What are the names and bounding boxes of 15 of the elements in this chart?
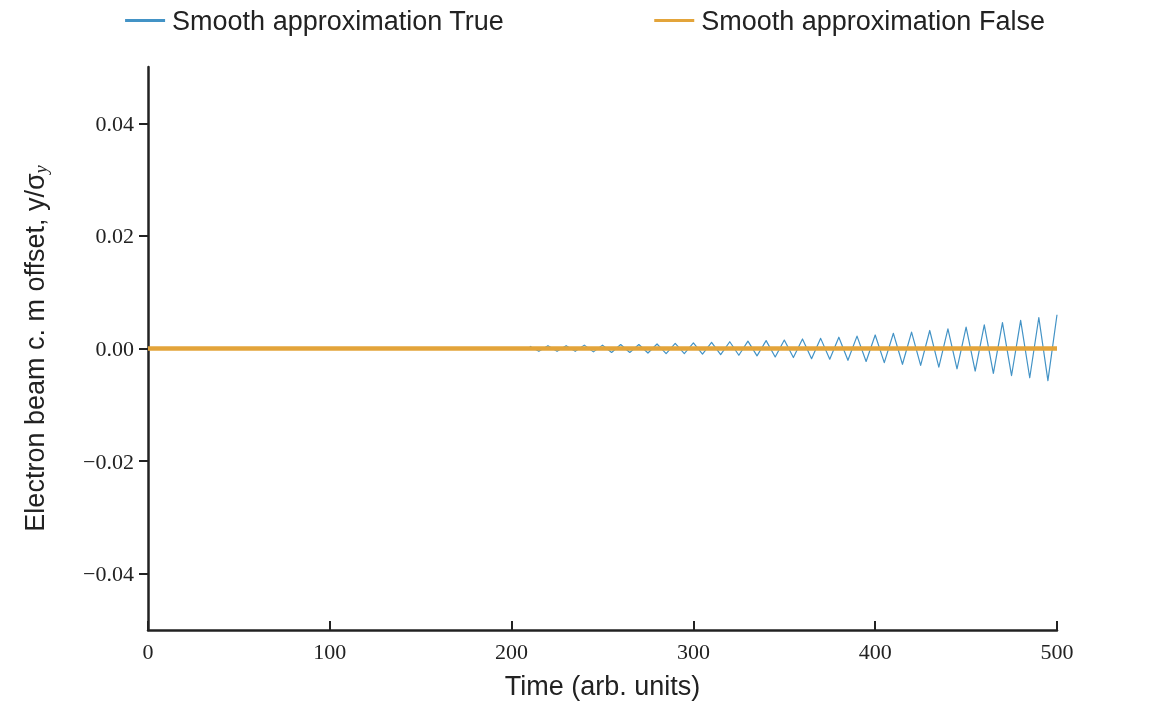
x-tick-label: 400 (858, 638, 892, 664)
y-tick-label: 0.00 (95, 336, 134, 361)
x-axis-title: Time (arb. units) (504, 670, 701, 701)
y-axis-title: Electron beam c. m offset, y/σy (19, 165, 51, 532)
legend-label: Smooth approximation True (172, 5, 504, 36)
x-tick-label: 0 (142, 638, 154, 664)
x-tick-label: 500 (1040, 638, 1074, 664)
x-tick-label: 100 (313, 638, 347, 664)
y-tick-label: 0.04 (95, 110, 134, 136)
legend-label: Smooth approximation False (701, 5, 1045, 36)
x-tick-label: 200 (495, 638, 529, 664)
y-tick-label: −0.02 (83, 448, 134, 474)
y-tick-label: 0.02 (95, 223, 134, 249)
x-tick-label: 300 (676, 638, 710, 664)
y-tick-label: −0.04 (83, 561, 134, 587)
